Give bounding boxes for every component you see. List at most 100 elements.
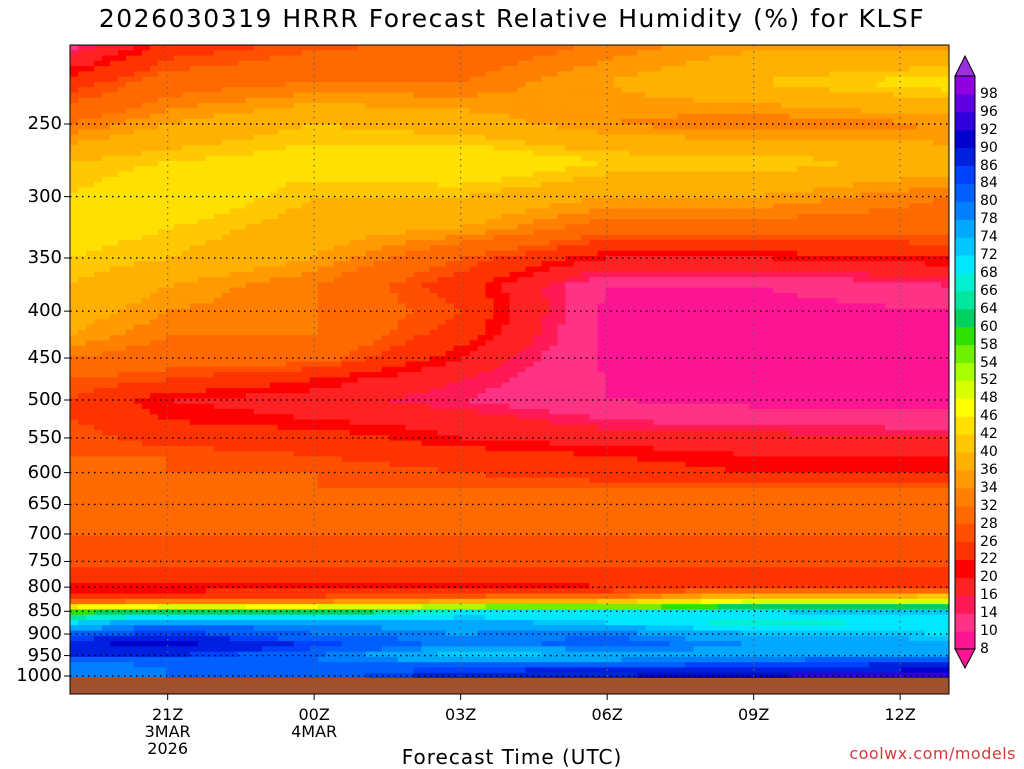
rh-cell [509,271,519,278]
rh-cell [845,97,854,104]
rh-cell [125,118,135,125]
rh-cell [269,234,279,241]
rh-cell [765,256,774,262]
rh-cell [221,124,231,131]
rh-cell [917,124,926,131]
rh-cell [845,161,854,167]
rh-cell [237,76,247,83]
rh-cell [853,245,862,252]
rh-cell [269,45,279,51]
rh-cell [221,266,231,273]
rh-cell [813,176,822,183]
rh-cell [941,250,949,257]
rh-cell [501,240,511,247]
rh-cell [589,208,598,215]
rh-cell [541,187,551,194]
rh-cell [701,134,710,141]
rh-cell [781,234,790,241]
rh-cell [349,234,359,241]
rh-cell [237,176,247,183]
rh-cell [789,66,798,72]
rh-cell [541,161,551,167]
rh-cell [445,87,455,94]
rh-cell [437,161,447,167]
rh-cell [109,118,119,125]
rh-cell [837,213,846,220]
rh-cell [685,134,694,141]
rh-cell [733,271,742,278]
rh-cell [277,266,287,273]
rh-cell [229,224,239,231]
rh-cell [293,103,303,109]
rh-cell [517,92,527,99]
rh-cell [301,155,311,162]
rh-cell [845,271,854,278]
rh-cell [757,55,766,62]
rh-cell [397,213,407,220]
rh-cell [341,124,351,131]
rh-cell [605,161,614,167]
rh-cell [269,92,279,99]
rh-cell [509,50,519,57]
rh-cell [781,92,790,99]
rh-cell [445,219,455,225]
rh-cell [725,71,734,78]
rh-cell [245,124,255,131]
rh-cell [141,166,151,173]
rh-cell [437,155,447,162]
rh-cell [373,161,383,167]
rh-cell [813,208,822,215]
rh-cell [597,277,606,283]
rh-cell [565,87,575,94]
rh-cell [661,187,670,194]
rh-cell [253,45,263,51]
rh-cell [773,71,782,78]
rh-cell [653,60,662,67]
rh-cell [133,124,143,131]
rh-cell [485,124,495,131]
rh-cell [365,224,375,231]
rh-cell [861,277,870,283]
rh-cell [485,192,495,199]
rh-cell [165,71,175,78]
rh-cell [125,55,135,62]
rh-cell [101,203,111,210]
rh-cell [573,113,583,120]
rh-cell [773,134,782,141]
rh-cell [277,124,287,131]
rh-cell [477,92,487,99]
rh-cell [509,171,519,178]
rh-cell [717,266,726,273]
rh-cell [77,66,87,72]
rh-cell [405,50,415,57]
rh-cell [917,145,926,152]
rh-cell [829,50,838,57]
rh-cell [245,155,255,162]
rh-cell [797,261,806,268]
rh-cell [853,187,862,194]
rh-cell [509,134,519,141]
rh-cell [885,118,894,125]
rh-cell [821,161,830,167]
rh-cell [349,171,359,178]
rh-cell [349,187,359,194]
rh-cell [573,145,583,152]
rh-cell [909,192,918,199]
rh-cell [629,139,638,146]
rh-cell [325,171,335,178]
rh-cell [365,71,375,78]
rh-cell [661,92,670,99]
rh-cell [509,139,519,146]
rh-cell [869,245,878,252]
rh-cell [397,277,407,283]
rh-cell [109,187,119,194]
rh-cell [557,240,567,247]
rh-cell [605,234,614,241]
rh-cell [541,108,551,115]
rh-cell [573,266,583,273]
rh-cell [205,171,215,178]
rh-cell [397,81,407,88]
rh-cell [541,229,551,236]
rh-cell [333,97,343,104]
rh-cell [437,261,447,268]
